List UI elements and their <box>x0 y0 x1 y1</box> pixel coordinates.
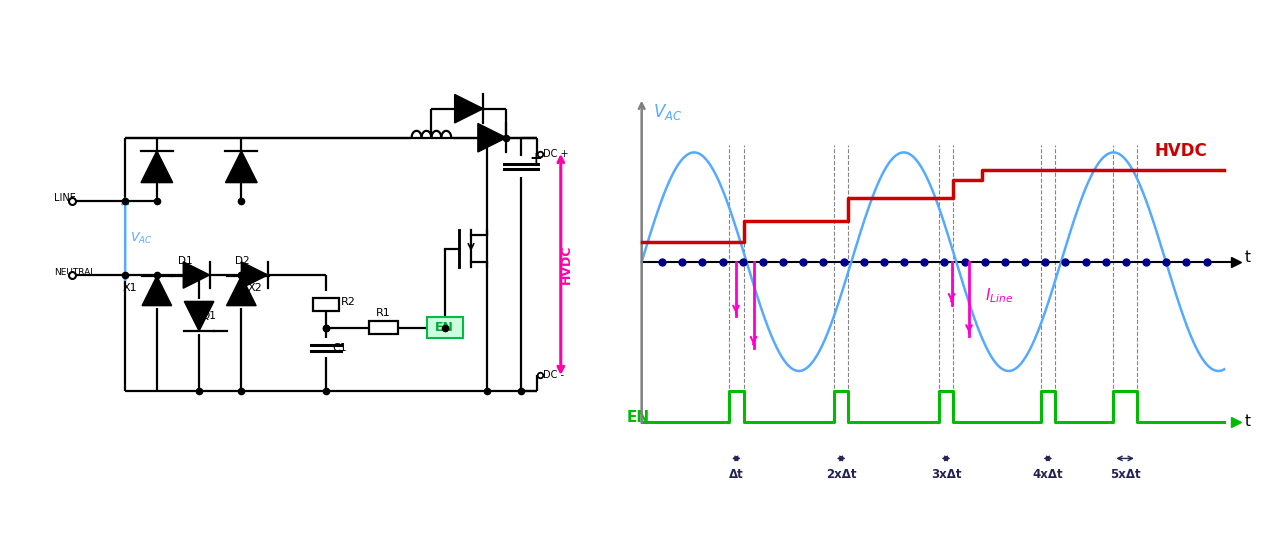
Text: 4xΔt: 4xΔt <box>1033 468 1063 481</box>
Text: $V_{AC}$: $V_{AC}$ <box>653 102 682 122</box>
Bar <box>313 298 339 311</box>
Text: LINE: LINE <box>54 194 76 204</box>
Text: NEUTRAL: NEUTRAL <box>54 268 95 277</box>
Text: R1: R1 <box>376 308 391 318</box>
Text: EN: EN <box>435 321 454 334</box>
Text: +: + <box>530 151 542 166</box>
Text: $V_{AC}$: $V_{AC}$ <box>130 230 153 246</box>
Polygon shape <box>227 276 256 306</box>
Polygon shape <box>241 262 267 288</box>
Text: 2xΔt: 2xΔt <box>826 468 856 481</box>
Text: R2: R2 <box>340 298 356 307</box>
Polygon shape <box>226 151 257 183</box>
Bar <box>369 321 398 334</box>
Text: X1: X1 <box>124 283 137 293</box>
Text: t: t <box>1245 414 1251 429</box>
Text: HVDC: HVDC <box>1154 142 1207 160</box>
Text: 3xΔt: 3xΔt <box>931 468 961 481</box>
Polygon shape <box>141 151 173 183</box>
Polygon shape <box>478 123 507 152</box>
Polygon shape <box>455 95 483 123</box>
Text: t: t <box>1245 250 1251 265</box>
Text: 5xΔt: 5xΔt <box>1110 468 1140 481</box>
Polygon shape <box>183 262 209 288</box>
Text: Q1: Q1 <box>202 311 217 321</box>
Text: DC +: DC + <box>543 148 569 158</box>
Polygon shape <box>142 276 171 306</box>
Text: D2: D2 <box>235 256 250 266</box>
Text: D1: D1 <box>178 256 193 266</box>
Text: HVDC: HVDC <box>560 245 572 284</box>
Text: C1: C1 <box>332 343 347 353</box>
Text: $I_{Line}$: $I_{Line}$ <box>985 287 1014 305</box>
Polygon shape <box>184 301 214 331</box>
Text: Δt: Δt <box>729 468 744 481</box>
Text: DC -: DC - <box>543 370 565 380</box>
Text: EN: EN <box>627 410 651 425</box>
FancyBboxPatch shape <box>426 317 463 338</box>
Text: X2: X2 <box>247 283 262 293</box>
